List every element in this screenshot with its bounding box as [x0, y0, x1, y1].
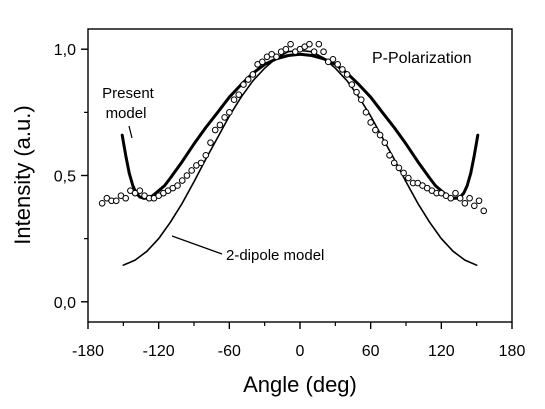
- annotation-2-dipole-model: 2-dipole model: [226, 247, 324, 264]
- measured-data-point: [249, 71, 257, 78]
- measured-data-point: [475, 197, 483, 205]
- y-tick-label: 0,0: [54, 295, 76, 312]
- x-tick-label: 180: [499, 343, 526, 360]
- x-tick-label: -180: [72, 343, 104, 360]
- measured-data-point: [244, 76, 252, 83]
- measured-data-point: [461, 199, 469, 207]
- measured-data-point: [235, 91, 243, 98]
- measured-data-point: [112, 197, 120, 205]
- measured-data-point: [259, 58, 266, 66]
- annotation-present: Present: [102, 85, 155, 102]
- measured-data-point: [390, 159, 398, 167]
- x-tick-label: 120: [428, 343, 455, 360]
- measured-data-point: [207, 139, 214, 146]
- measured-data-point: [136, 187, 144, 194]
- measured-data-point: [230, 96, 238, 104]
- annotation-model: model: [106, 105, 147, 122]
- present-model-curve: [120, 52, 480, 200]
- measured-data-point: [98, 199, 106, 207]
- measured-data-point: [240, 81, 247, 88]
- measured-data-point: [339, 66, 346, 73]
- measured-data-point: [197, 159, 205, 167]
- x-axis-title: Angle (deg): [243, 372, 357, 397]
- measured-data-point: [353, 88, 360, 96]
- measured-data-point: [226, 109, 233, 116]
- measured-data-point: [211, 126, 219, 134]
- measured-data-point: [306, 40, 313, 48]
- measured-data-point: [320, 48, 327, 56]
- present-model-leader: [128, 125, 133, 139]
- measured-data-point: [287, 40, 294, 48]
- measured-data-point: [447, 194, 455, 202]
- measured-data-point: [334, 61, 341, 68]
- measured-data-point: [174, 182, 181, 189]
- measured-data-point: [471, 202, 478, 210]
- measured-data-point: [202, 151, 210, 159]
- measured-data-point: [183, 172, 191, 179]
- x-tick-label: -120: [143, 343, 175, 360]
- measured-data-point: [405, 174, 412, 182]
- axes: -180 -120 -60 0 60 120 180 0,0 0,5 1,0: [54, 28, 526, 360]
- measured-data-point: [362, 109, 370, 116]
- chart-text: Intensity (a.u.) Angle (deg) P-Polarizat…: [10, 50, 472, 397]
- y-tick-label: 1,0: [54, 42, 76, 59]
- measured-data-point: [386, 151, 393, 159]
- measured-data-point: [400, 169, 407, 177]
- measured-data-point: [372, 126, 379, 134]
- measured-data-point: [315, 40, 323, 48]
- y-tick-label: 0,5: [54, 169, 76, 186]
- measured-data-point: [282, 45, 290, 53]
- measured-data-point: [273, 53, 280, 61]
- measured-data-point: [329, 56, 337, 63]
- x-tick-label: 60: [362, 343, 380, 360]
- measured-data-point: [367, 119, 374, 126]
- measured-data-point: [216, 121, 224, 129]
- x-tick-label: -60: [218, 343, 241, 360]
- measured-data-point: [376, 131, 384, 139]
- measured-data-point: [178, 177, 186, 184]
- measured-data-point: [348, 81, 356, 88]
- 2-dipole-model-curve: [122, 49, 478, 267]
- y-axis-title: Intensity (a.u.): [10, 105, 35, 244]
- measured-data-point: [188, 167, 195, 174]
- measured-data-point: [357, 96, 365, 104]
- measured-data-point: [343, 71, 351, 78]
- measured-data-point: [395, 164, 403, 172]
- panel-label: P-Polarization: [372, 50, 472, 67]
- dipole-model-leader: [171, 235, 223, 255]
- plot-frame: [87, 28, 513, 323]
- measured-data-point: [480, 207, 488, 215]
- plot-series: [98, 40, 488, 267]
- measured-data-point: [466, 194, 473, 202]
- measured-data-point: [122, 194, 129, 202]
- measured-data-point: [310, 48, 318, 56]
- measured-data-point: [452, 189, 459, 197]
- x-tick-label: 0: [296, 343, 305, 360]
- measured-data-point: [221, 114, 228, 121]
- measured-data-point: [456, 194, 464, 202]
- measured-data-point: [381, 139, 389, 146]
